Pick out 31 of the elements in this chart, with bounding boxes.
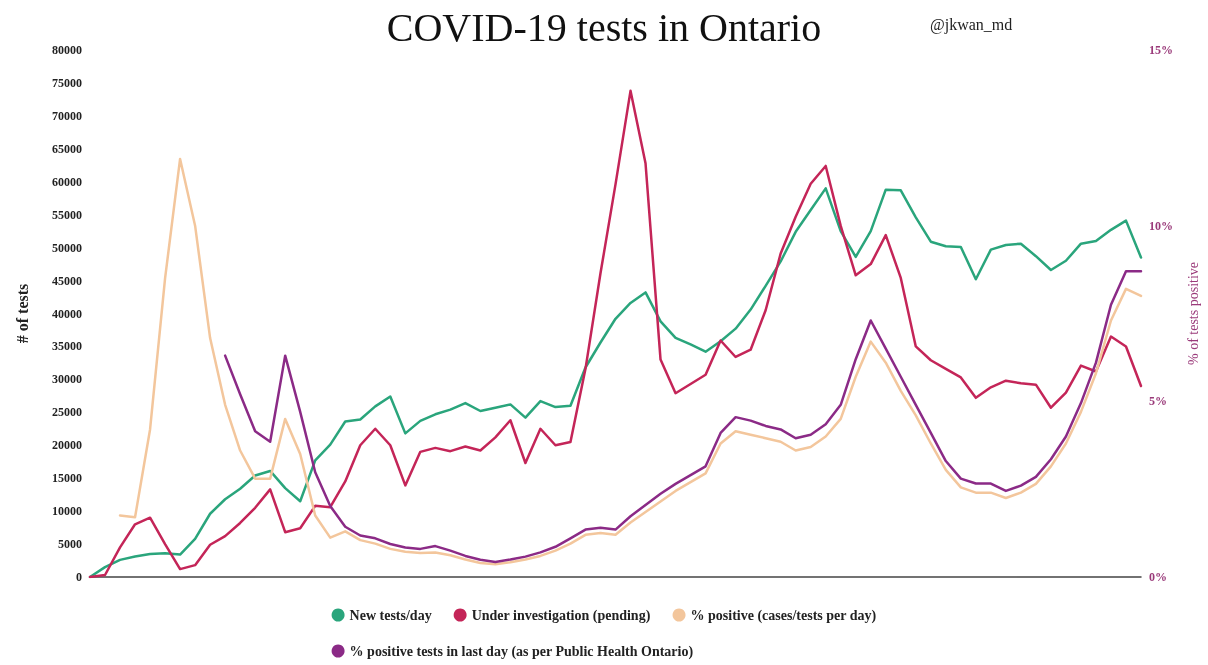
legend-label: New tests/day: [349, 607, 432, 623]
y-tick-label: 60000: [52, 174, 82, 189]
y-tick-label: 40000: [52, 306, 82, 321]
legend-label: % positive (cases/tests per day): [690, 607, 877, 624]
y-tick-label: 5000: [58, 537, 82, 552]
y-tick-label: 70000: [52, 108, 82, 123]
y-tick-label: 45000: [52, 273, 82, 288]
y2-tick-label: 15%: [1149, 43, 1173, 57]
y-tick-label: 75000: [52, 75, 82, 90]
y-tick-label: 30000: [52, 372, 82, 387]
y2-tick-label: 5%: [1149, 394, 1167, 409]
y-tick-label: 50000: [52, 240, 82, 255]
y-tick-label: 0: [76, 570, 82, 584]
y-tick-label: 20000: [52, 438, 82, 453]
y-tick-label: 80000: [52, 43, 82, 57]
y-tick-label: 35000: [52, 339, 82, 354]
y-tick-label: 25000: [52, 405, 82, 420]
y-tick-label: 15000: [52, 471, 82, 486]
y-tick-label: 65000: [52, 141, 82, 156]
y2-tick-label: 0%: [1149, 570, 1167, 584]
text: @jkwan_md: [930, 15, 1013, 34]
legend-label: % positive tests in last day (as per Public Health Ontario): [349, 643, 694, 660]
y2-axis-title: % of tests positive: [1185, 261, 1201, 366]
y2-tick-label: 10%: [1149, 218, 1173, 233]
chart-title: COVID-19 tests in Ontario: [386, 4, 822, 50]
y-tick-label: 55000: [52, 207, 82, 222]
line-series: [223, 270, 1143, 564]
y-tick-label: 10000: [52, 504, 82, 519]
legend-label: Under investigation (pending): [471, 607, 651, 624]
line-series: [88, 89, 1143, 579]
y-axis-title: # of tests: [13, 283, 31, 344]
